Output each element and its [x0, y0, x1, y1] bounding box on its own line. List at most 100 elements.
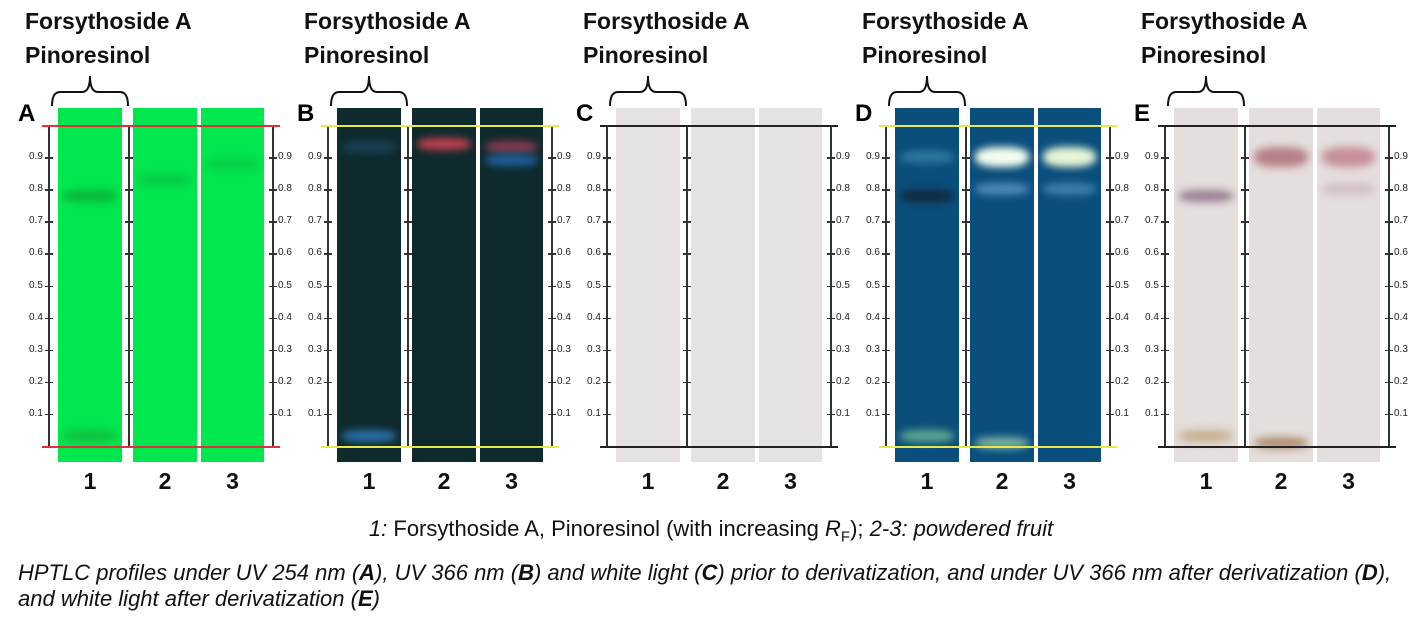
- band: [342, 141, 396, 154]
- axis-tick: [1161, 189, 1169, 191]
- lane-1: [58, 108, 122, 462]
- caption-ref-e: E: [357, 586, 373, 611]
- axis-tick: [1385, 413, 1393, 416]
- axis-tick: [882, 381, 890, 384]
- tick-label: 0.1: [1394, 407, 1408, 419]
- axis-tick: [45, 413, 53, 416]
- axis-tick: [1241, 285, 1249, 287]
- tick-label: 0.7: [557, 215, 571, 227]
- band: [1043, 183, 1096, 196]
- lane1-number: 1:: [368, 516, 388, 541]
- tick-label: 0.7: [1145, 215, 1159, 227]
- axis-tick: [45, 381, 53, 384]
- axis-tick: [404, 413, 412, 416]
- panel-d: Forsythoside A Pinoresinol D 1 2 3 0.1 0.2 0.3 0.…: [855, 0, 1134, 500]
- lane-number: 2: [995, 468, 1009, 494]
- tick-label: 0.9: [587, 151, 601, 163]
- axis-tick: [125, 157, 133, 159]
- axis-tick: [324, 221, 332, 223]
- reference-brace: [608, 72, 688, 113]
- tick-label: 0.6: [1145, 247, 1159, 259]
- caption-ref-d: D: [1361, 560, 1378, 585]
- tick-label: 0.5: [836, 279, 850, 291]
- tick-label: 0.8: [866, 183, 880, 195]
- panel-b: Forsythoside A Pinoresinol B 1 2 3 0.1 0.2 0.3 0.…: [297, 0, 576, 500]
- axis-tick: [1161, 157, 1169, 159]
- lane-3: [1038, 108, 1101, 462]
- header-pinoresinol: Pinoresinol: [583, 42, 709, 68]
- axis-tick: [269, 221, 277, 223]
- axis-tick: [1161, 317, 1169, 320]
- axis-tick: [548, 221, 556, 223]
- reference-brace: [329, 72, 409, 113]
- tick-label: 0.6: [29, 247, 43, 259]
- axis-tick: [882, 221, 890, 223]
- axis-tick: [1385, 381, 1393, 384]
- tick-label: 0.4: [587, 311, 601, 323]
- tick-label: 0.4: [1394, 311, 1408, 323]
- band: [1043, 147, 1096, 168]
- axis-tick: [324, 317, 332, 320]
- axis-tick: [1241, 253, 1249, 255]
- axis-tick: [827, 381, 835, 384]
- axis-tick: [404, 381, 412, 384]
- lane-number: 1: [1199, 468, 1213, 494]
- tick-label: 0.5: [1145, 279, 1159, 291]
- axis-tick: [1161, 381, 1169, 384]
- tick-label: 0.8: [278, 183, 292, 195]
- tick-label: 0.9: [29, 151, 43, 163]
- panel-label: A: [18, 100, 36, 127]
- axis-tick: [1241, 317, 1249, 320]
- axis-tick: [1385, 285, 1393, 287]
- solvent-front-line: [42, 125, 280, 127]
- axis-tick: [827, 413, 835, 416]
- axis-tick: [548, 349, 556, 352]
- solvent-front-line: [600, 125, 838, 127]
- tick-label: 0.8: [1394, 183, 1408, 195]
- axis-tick: [882, 285, 890, 287]
- band: [900, 189, 954, 202]
- figure-caption: HPTLC profiles under UV 254 nm (A), UV 3…: [18, 560, 1413, 612]
- axis-tick: [1106, 221, 1114, 223]
- lane-3: [759, 108, 822, 462]
- tick-label: 0.3: [29, 343, 43, 355]
- axis-tick: [324, 413, 332, 416]
- axis-tick: [827, 349, 835, 352]
- application-line: [42, 446, 280, 448]
- axis-tick: [404, 253, 412, 255]
- axis-tick: [1106, 413, 1114, 416]
- axis-tick: [45, 157, 53, 159]
- tick-label: 0.5: [278, 279, 292, 291]
- tick-label: 0.8: [1115, 183, 1129, 195]
- tick-label: 0.5: [587, 279, 601, 291]
- axis-tick: [404, 285, 412, 287]
- axis-tick: [882, 157, 890, 159]
- lane-number: 2: [158, 468, 172, 494]
- axis-tick: [404, 221, 412, 223]
- tick-label: 0.7: [278, 215, 292, 227]
- axis-tick: [324, 381, 332, 384]
- axis-tick: [683, 157, 691, 159]
- axis-tick: [603, 349, 611, 352]
- axis-tick: [1385, 221, 1393, 223]
- lane-2: [1249, 108, 1313, 462]
- axis-tick: [548, 253, 556, 255]
- separator: );: [850, 516, 870, 541]
- tick-label: 0.8: [587, 183, 601, 195]
- panel-label: C: [576, 100, 594, 127]
- band: [1254, 436, 1308, 449]
- axis-tick: [827, 157, 835, 159]
- lane-number: 3: [1342, 468, 1355, 494]
- caption-text: HPTLC profiles under UV 254 nm (: [18, 560, 360, 585]
- tick-label: 0.4: [557, 311, 571, 323]
- tick-label: 0.8: [836, 183, 850, 195]
- tick-label: 0.2: [1394, 375, 1408, 387]
- band: [1254, 147, 1308, 168]
- axis-tick: [882, 189, 890, 191]
- axis-tick: [125, 221, 133, 223]
- axis-tick: [827, 189, 835, 191]
- axis-tick: [962, 221, 970, 223]
- tick-label: 0.1: [1145, 407, 1159, 419]
- axis-tick: [1241, 349, 1249, 352]
- lanes23-description: 2-3: powdered fruit: [869, 516, 1054, 541]
